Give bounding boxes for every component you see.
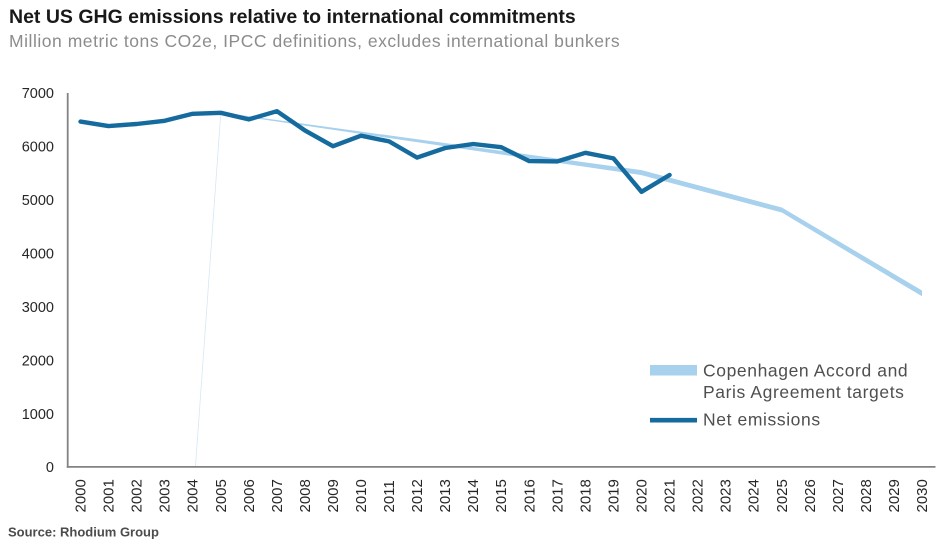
svg-text:2020: 2020 xyxy=(634,479,651,512)
svg-text:7000: 7000 xyxy=(22,86,54,102)
svg-text:Net emissions: Net emissions xyxy=(703,410,821,430)
svg-text:2003: 2003 xyxy=(157,479,174,512)
svg-text:2026: 2026 xyxy=(802,479,819,512)
svg-text:2010: 2010 xyxy=(353,479,370,512)
svg-text:Paris Agreement targets: Paris Agreement targets xyxy=(703,382,905,402)
svg-text:Copenhagen Accord and: Copenhagen Accord and xyxy=(703,361,908,381)
svg-text:Million metric tons CO2e, IPCC: Million metric tons CO2e, IPCC definitio… xyxy=(9,31,620,51)
svg-text:2013: 2013 xyxy=(437,479,454,512)
svg-text:1000: 1000 xyxy=(22,407,54,423)
svg-text:3000: 3000 xyxy=(22,300,54,316)
svg-text:6000: 6000 xyxy=(22,140,54,156)
svg-text:2021: 2021 xyxy=(662,479,679,512)
svg-text:2029: 2029 xyxy=(886,479,903,512)
svg-text:2015: 2015 xyxy=(493,479,510,512)
svg-text:2016: 2016 xyxy=(521,479,538,512)
svg-text:2011: 2011 xyxy=(381,480,398,512)
svg-text:2012: 2012 xyxy=(409,479,426,512)
svg-text:2028: 2028 xyxy=(858,479,875,512)
svg-text:2019: 2019 xyxy=(606,479,623,512)
svg-text:2018: 2018 xyxy=(577,479,594,512)
svg-text:2004: 2004 xyxy=(185,479,202,512)
svg-text:2024: 2024 xyxy=(746,479,763,512)
svg-text:2017: 2017 xyxy=(549,479,566,512)
svg-text:4000: 4000 xyxy=(22,247,54,263)
svg-text:2005: 2005 xyxy=(213,479,230,512)
svg-text:2027: 2027 xyxy=(830,479,847,512)
svg-text:5000: 5000 xyxy=(22,193,54,209)
svg-text:2025: 2025 xyxy=(774,479,791,512)
svg-text:2001: 2001 xyxy=(101,479,118,512)
svg-text:2030: 2030 xyxy=(914,479,931,512)
svg-text:2008: 2008 xyxy=(297,479,314,512)
svg-text:2000: 2000 xyxy=(22,353,54,369)
svg-text:Source: Rhodium Group: Source: Rhodium Group xyxy=(8,525,159,540)
svg-text:2006: 2006 xyxy=(241,479,258,512)
svg-text:Net US GHG emissions relative: Net US GHG emissions relative to interna… xyxy=(9,6,576,28)
svg-text:0: 0 xyxy=(46,460,54,476)
svg-text:2002: 2002 xyxy=(129,479,146,512)
svg-text:2007: 2007 xyxy=(269,479,286,512)
svg-text:2022: 2022 xyxy=(690,479,707,512)
svg-text:2014: 2014 xyxy=(465,479,482,512)
svg-text:2000: 2000 xyxy=(73,479,90,512)
svg-text:2009: 2009 xyxy=(325,479,342,512)
svg-text:2023: 2023 xyxy=(718,479,735,512)
